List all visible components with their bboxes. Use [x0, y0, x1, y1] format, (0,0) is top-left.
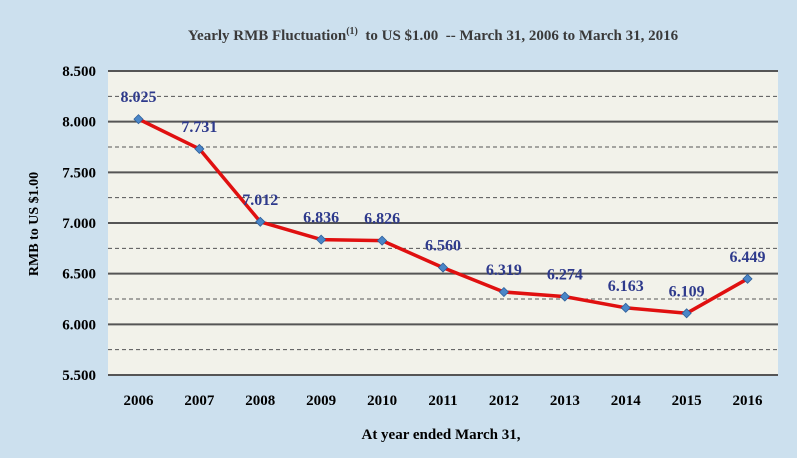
- x-tick-label: 2012: [489, 393, 519, 409]
- data-point: [377, 235, 388, 246]
- x-tick-label: 2006: [123, 393, 154, 409]
- data-point: [255, 216, 266, 227]
- y-tick-label: 6.000: [62, 317, 96, 333]
- y-tick-label: 6.500: [62, 267, 96, 283]
- y-tick-label: 8.500: [62, 64, 96, 80]
- x-axis-label: At year ended March 31,: [361, 427, 520, 443]
- data-label: 6.109: [669, 283, 705, 300]
- chart-title-main: Yearly RMB Fluctuation: [188, 28, 347, 44]
- data-label: 6.560: [425, 238, 461, 255]
- data-point: [133, 114, 144, 125]
- data-point: [498, 286, 509, 298]
- data-label: 6.836: [303, 210, 339, 227]
- chart-title-suffix: to US $1.00 -- March 31, 2006 to March 3…: [358, 28, 679, 44]
- data-label: 6.319: [486, 262, 522, 279]
- data-label: 6.274: [547, 267, 583, 284]
- data-label: 8.025: [120, 89, 156, 106]
- data-point: [437, 262, 449, 273]
- y-tick-label: 7.500: [62, 165, 96, 181]
- data-label: 6.163: [608, 278, 644, 295]
- x-tick-label: 2007: [184, 393, 215, 409]
- data-point: [194, 143, 205, 154]
- x-tick-label: 2016: [733, 393, 764, 409]
- series-markers: [133, 114, 753, 319]
- data-label: 7.731: [181, 119, 217, 136]
- y-tick-label: 5.500: [62, 368, 96, 384]
- data-point: [681, 308, 692, 319]
- data-labels: 8.025 7.731 7.012 6.836 6.826 6.560 6.319 6.274…: [120, 89, 765, 300]
- data-point: [620, 302, 631, 313]
- x-tick-label: 2014: [611, 393, 642, 409]
- x-axis-tick-labels: 2006 2007 2008 2009 2010 2011 2012 2013 2014 2015…: [123, 393, 763, 409]
- data-label: 6.449: [730, 249, 766, 266]
- y-axis-label: RMB to US $1.00: [27, 172, 42, 276]
- data-point: [316, 234, 327, 245]
- data-point: [742, 273, 753, 284]
- y-tick-label: 8.000: [62, 115, 96, 131]
- chart-title: Yearly RMB Fluctuation(1) to US $1.00 --…: [188, 26, 679, 44]
- x-tick-label: 2010: [367, 393, 397, 409]
- y-axis-tick-labels: 5.500 6.000 6.500 7.000 7.500 8.000 8.500: [62, 64, 96, 384]
- x-tick-label: 2008: [245, 393, 275, 409]
- x-tick-label: 2013: [550, 393, 580, 409]
- data-label: 7.012: [242, 192, 278, 209]
- y-tick-label: 7.000: [62, 216, 96, 232]
- x-tick-label: 2015: [672, 393, 702, 409]
- x-tick-label: 2011: [428, 393, 457, 409]
- x-tick-label: 2009: [306, 393, 336, 409]
- data-label: 6.826: [364, 211, 400, 228]
- chart-title-superscript: (1): [346, 26, 358, 37]
- data-point: [559, 291, 570, 302]
